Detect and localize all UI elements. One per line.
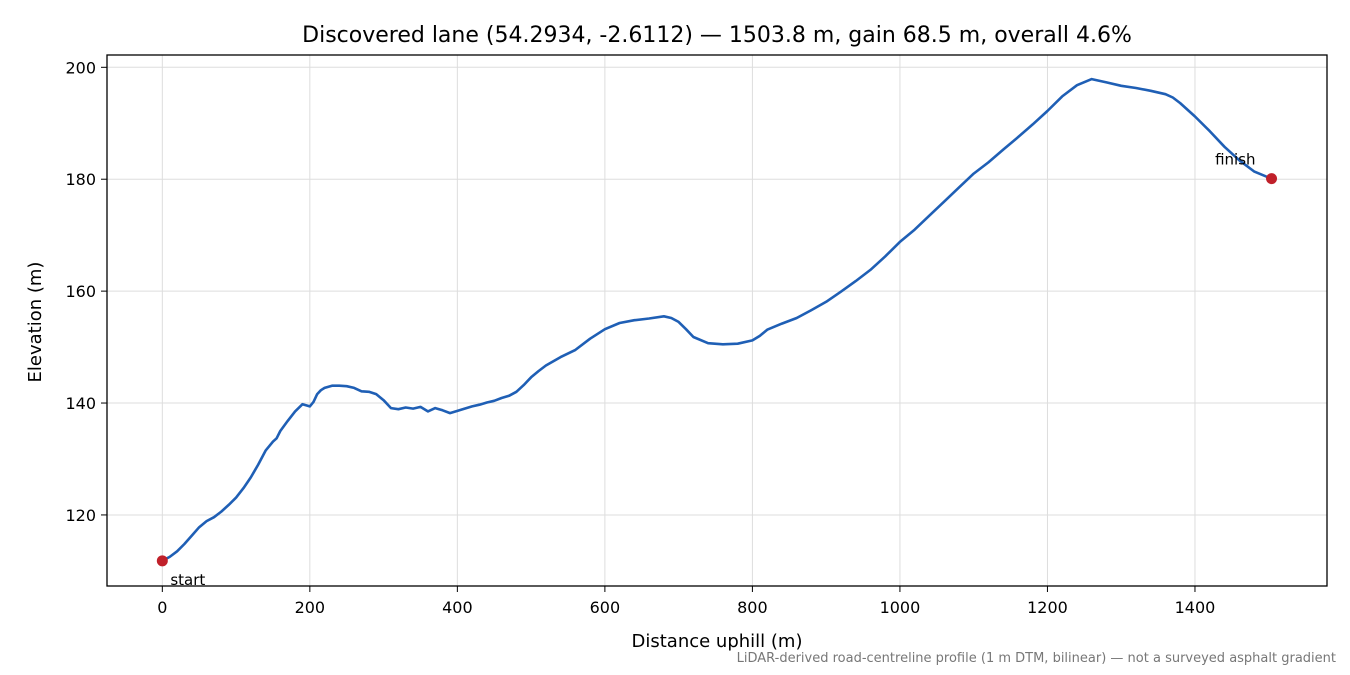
x-tick-label: 200	[295, 598, 326, 617]
finish-label: finish	[1215, 151, 1255, 169]
x-axis-label: Distance uphill (m)	[632, 631, 803, 652]
x-tick-label: 800	[737, 598, 768, 617]
y-tick-label: 140	[65, 394, 96, 413]
x-axis-ticks: 0 200 400 600 800 1000 1200 1400	[157, 586, 1215, 617]
start-marker	[156, 555, 168, 567]
y-tick-label: 120	[65, 506, 96, 525]
grid	[107, 55, 1327, 586]
x-tick-label: 1200	[1027, 598, 1068, 617]
endpoint-markers: start finish	[156, 151, 1278, 589]
finish-marker	[1266, 173, 1278, 185]
elevation-line-group	[161, 77, 1273, 562]
x-tick-label: 0	[157, 598, 167, 617]
y-tick-label: 200	[65, 58, 96, 77]
footnote: LiDAR-derived road-centreline profile (1…	[736, 651, 1336, 666]
x-tick-label: 600	[590, 598, 621, 617]
y-axis-label: Elevation (m)	[25, 262, 46, 383]
start-label: start	[170, 571, 205, 589]
plot-frame	[106, 54, 1328, 587]
x-tick-label: 1000	[880, 598, 921, 617]
y-tick-label: 180	[65, 170, 96, 189]
x-tick-label: 1400	[1175, 598, 1216, 617]
y-axis-ticks: 120 140 160 180 200	[65, 58, 107, 525]
chart-title: Discovered lane (54.2934, -2.6112) — 150…	[302, 23, 1132, 48]
elevation-line	[161, 77, 1273, 562]
x-tick-label: 400	[442, 598, 473, 617]
y-tick-label: 160	[65, 282, 96, 301]
